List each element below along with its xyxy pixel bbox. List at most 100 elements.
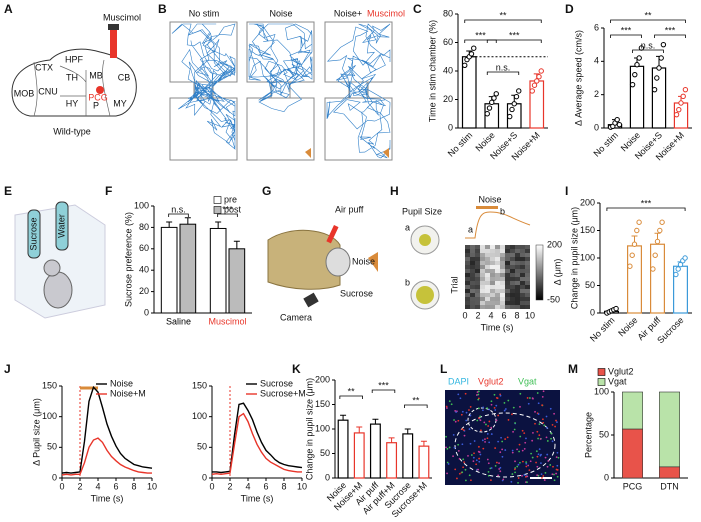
heatmap-cell: [475, 245, 480, 249]
cell: [507, 399, 510, 402]
cell: [503, 409, 506, 412]
data-point: [491, 95, 497, 101]
cell: [446, 447, 449, 450]
heatmap-cell: [475, 261, 480, 265]
cell: [525, 461, 528, 464]
heatmap-cell: [475, 289, 480, 293]
cell: [458, 472, 461, 475]
heatmap-cell: [470, 257, 475, 261]
cell: [551, 473, 554, 476]
heatmap-cell: [525, 245, 530, 249]
heatmap-cell: [495, 249, 500, 253]
significance-label: **: [499, 10, 507, 20]
cell: [532, 431, 534, 434]
cannula: [110, 30, 117, 58]
region-label: HPF: [65, 54, 84, 64]
cell: [503, 402, 506, 404]
heatmap-cell: [470, 273, 475, 277]
significance-bracket: [464, 19, 542, 23]
heatmap-cell: [500, 305, 505, 309]
heatmap-cell: [465, 305, 470, 309]
eye-label: a: [405, 222, 410, 232]
heatmap-cell: [490, 249, 495, 253]
cell: [546, 453, 549, 456]
cell: [460, 413, 463, 416]
y-axis-label: Sucrose preference (%): [123, 212, 133, 307]
heatmap-cell: [470, 253, 475, 257]
heatmap-cell: [485, 265, 490, 269]
cell: [487, 470, 490, 473]
heatmap-cell: [470, 289, 475, 293]
cell: [551, 440, 554, 443]
heatmap-cell: [495, 285, 500, 289]
x-axis-label: Time (s): [241, 493, 274, 503]
mouse-head: [325, 247, 351, 277]
y-axis-label: Change in pupil size (μm): [569, 207, 579, 309]
error-bar: [420, 440, 427, 447]
heatmap-cell: [515, 277, 520, 281]
significance-bracket: [168, 213, 189, 217]
heatmap-cell: [485, 289, 490, 293]
bar: [209, 227, 227, 314]
heatmap-cell: [515, 245, 520, 249]
panel-label: F: [105, 184, 112, 198]
x-tick-label: DTN: [660, 481, 679, 491]
y-label: Trial: [449, 276, 459, 293]
y-tick-label: 50: [599, 429, 609, 439]
cell: [488, 441, 491, 444]
cell: [453, 446, 456, 449]
cell: [490, 400, 493, 403]
panel-label: E: [4, 184, 12, 198]
heatmap-cell: [520, 301, 525, 305]
heatmap-cell: [490, 285, 495, 289]
data-point: [489, 99, 495, 106]
heatmap-cell: [485, 273, 490, 277]
cell: [555, 419, 557, 422]
cell: [504, 449, 507, 451]
cell: [537, 402, 540, 405]
cell: [538, 448, 541, 451]
cell: [486, 407, 488, 410]
cell: [457, 393, 460, 396]
cell: [480, 429, 482, 432]
y-tick-label: 0: [144, 307, 149, 317]
heatmap-cell: [495, 297, 500, 301]
drug-label: Muscimol: [103, 12, 141, 22]
cell: [479, 419, 482, 422]
cell: [510, 480, 513, 483]
cell: [555, 472, 558, 475]
pupil-setup-diagram: Air puff Noise Sucrose Camera: [267, 204, 378, 322]
colorbar-tick: -50: [547, 294, 560, 304]
heatmap-cell: [490, 305, 495, 309]
cell: [472, 456, 475, 459]
cell: [461, 443, 464, 446]
significance-bracket: [339, 395, 363, 399]
cell: [556, 451, 559, 454]
cell: [537, 453, 540, 456]
legend-swatch: [597, 368, 606, 376]
heatmap-cell: [500, 293, 505, 297]
legend-label: Sucrose+M: [260, 388, 306, 398]
cell: [445, 405, 448, 408]
heatmap-cell: [525, 285, 530, 289]
data-point: [486, 105, 493, 111]
cell: [525, 462, 528, 465]
y-tick-label: 50: [320, 448, 330, 458]
heatmap-cell: [480, 261, 485, 265]
x-tick-label: 10: [147, 481, 157, 491]
heatmap-cell: [525, 269, 530, 273]
data-point: [536, 74, 542, 80]
heatmap-cell: [515, 265, 520, 269]
cell: [464, 392, 467, 395]
cell: [529, 460, 532, 463]
region-label: TH: [66, 72, 78, 82]
error-bar: [388, 437, 395, 443]
region-label: CNU: [38, 86, 58, 96]
cell: [501, 440, 504, 443]
heatmap-cell: [510, 261, 515, 265]
cell: [463, 461, 466, 464]
bar: [179, 223, 197, 314]
heatmap-cell: [465, 273, 470, 277]
heatmap-cell: [475, 285, 480, 289]
heatmap-cell: [515, 269, 520, 273]
